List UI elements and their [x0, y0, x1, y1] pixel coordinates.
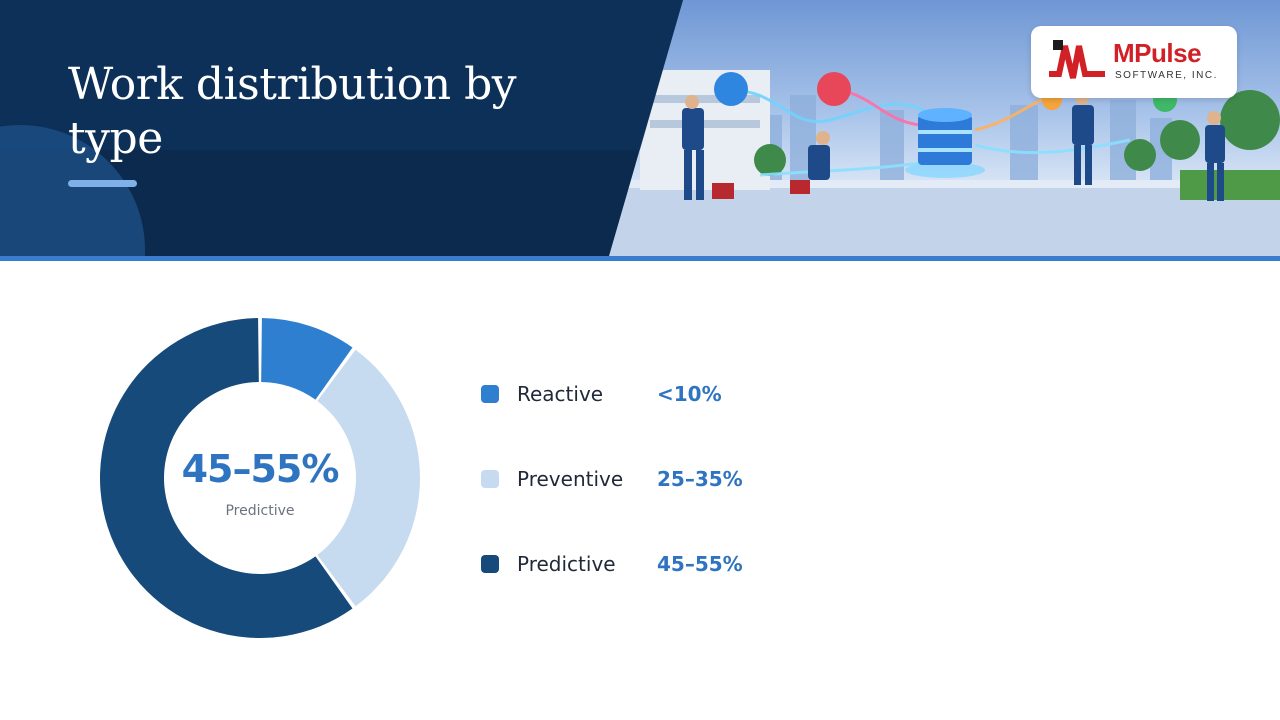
header-banner: Work distribution by type MPulse SOFTWAR…: [0, 0, 1280, 256]
page-title: Work distribution by type: [68, 59, 517, 164]
legend-item-reactive: Reactive <10%: [481, 380, 801, 410]
legend-value-preventive: 25–35%: [657, 467, 743, 491]
donut-slice-preventive: [317, 349, 420, 607]
legend-item-preventive: Preventive 25–35%: [481, 465, 801, 495]
legend-value-predictive: 45–55%: [657, 552, 743, 576]
legend-name-preventive: Preventive: [517, 467, 624, 491]
donut-slice-predictive: [100, 318, 353, 638]
legend-name-predictive: Predictive: [517, 552, 616, 576]
header-rule: [0, 256, 1280, 261]
logo-name: MPulse: [1113, 38, 1202, 68]
donut-center-label: Predictive: [225, 503, 295, 519]
company-logo: MPulse SOFTWARE, INC.: [1031, 26, 1237, 98]
donut-chart: [100, 318, 420, 638]
legend-name-reactive: Reactive: [517, 382, 604, 406]
legend-swatch-reactive: [481, 385, 499, 403]
legend-value-reactive: <10%: [657, 382, 722, 406]
maintenance-illustration: [0, 0, 1280, 256]
mpulse-logo-icon: [1047, 38, 1107, 86]
legend-swatch-preventive: [481, 470, 499, 488]
legend-swatch-predictive: [481, 555, 499, 573]
donut-center-value: 45–55%: [181, 447, 340, 491]
logo-subtitle: SOFTWARE, INC.: [1115, 70, 1218, 81]
legend-item-predictive: Predictive 45–55%: [481, 550, 801, 580]
title-underline: [68, 180, 137, 187]
donut-slice-reactive: [261, 318, 353, 400]
donut-hole: [166, 384, 354, 572]
